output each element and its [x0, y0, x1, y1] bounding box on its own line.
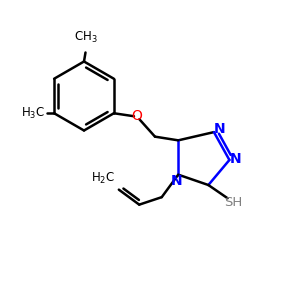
- Text: O: O: [131, 109, 142, 123]
- Text: H$_2$C: H$_2$C: [91, 171, 115, 186]
- Text: H$_3$C: H$_3$C: [21, 106, 45, 121]
- Text: N: N: [214, 122, 226, 136]
- Text: N: N: [171, 174, 183, 188]
- Text: CH$_3$: CH$_3$: [74, 30, 97, 45]
- Text: SH: SH: [224, 196, 242, 208]
- Text: N: N: [230, 152, 242, 166]
